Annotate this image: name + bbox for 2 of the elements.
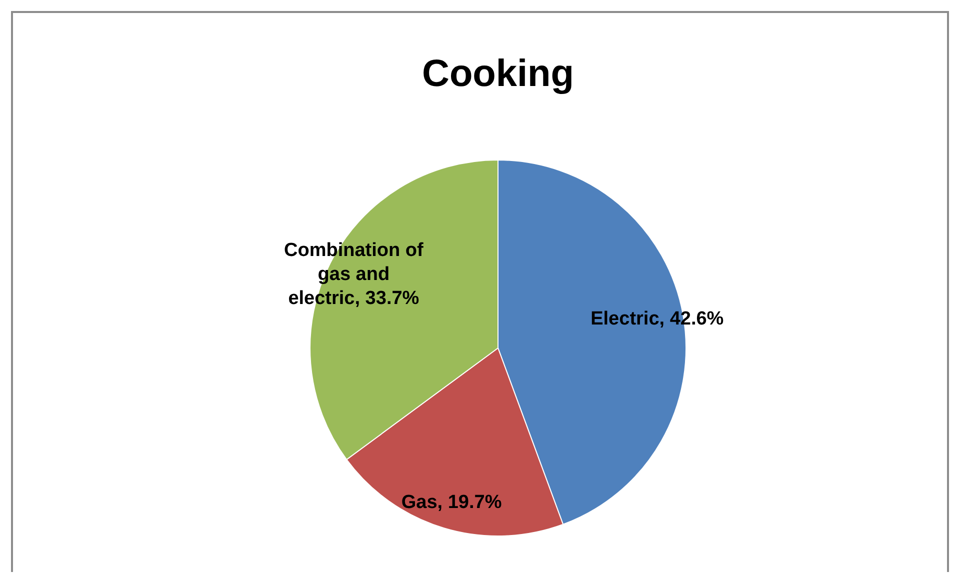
chart-title: Cooking [422,53,574,95]
slice-label: Gas, 19.7% [401,492,502,513]
